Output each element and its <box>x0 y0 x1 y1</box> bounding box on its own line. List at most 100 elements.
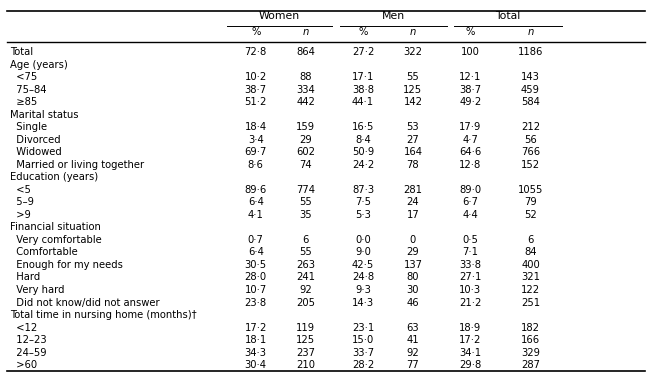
Text: 10·2: 10·2 <box>244 72 267 82</box>
Text: 584: 584 <box>521 97 540 107</box>
Text: 89·0: 89·0 <box>460 185 481 195</box>
Text: Enough for my needs: Enough for my needs <box>10 260 123 270</box>
Text: 602: 602 <box>296 147 315 157</box>
Text: 251: 251 <box>521 298 540 308</box>
Text: 864: 864 <box>296 47 315 57</box>
Text: 34·3: 34·3 <box>244 348 267 358</box>
Text: Total: Total <box>10 47 33 57</box>
Text: 55: 55 <box>299 248 312 257</box>
Text: Total time in nursing home (months)†: Total time in nursing home (months)† <box>10 310 196 320</box>
Text: >60: >60 <box>10 360 37 370</box>
Text: 80: 80 <box>407 272 419 283</box>
Text: 241: 241 <box>296 272 315 283</box>
Text: 77: 77 <box>407 360 419 370</box>
Text: 143: 143 <box>521 72 540 82</box>
Text: 100: 100 <box>461 47 480 57</box>
Text: 122: 122 <box>521 285 540 295</box>
Text: 27·1: 27·1 <box>459 272 482 283</box>
Text: 29: 29 <box>299 135 312 145</box>
Text: 24·8: 24·8 <box>352 272 374 283</box>
Text: Very hard: Very hard <box>10 285 64 295</box>
Text: 74: 74 <box>299 160 312 170</box>
Text: 237: 237 <box>296 348 315 358</box>
Text: n: n <box>303 27 309 37</box>
Text: 33·8: 33·8 <box>460 260 481 270</box>
Text: 17: 17 <box>407 210 419 220</box>
Text: 35: 35 <box>299 210 312 220</box>
Text: 24·2: 24·2 <box>352 160 374 170</box>
Text: Hard: Hard <box>10 272 40 283</box>
Text: 0·7: 0·7 <box>248 235 263 245</box>
Text: 321: 321 <box>521 272 540 283</box>
Text: 4·4: 4·4 <box>462 210 479 220</box>
Text: 84: 84 <box>524 248 537 257</box>
Text: 322: 322 <box>404 47 422 57</box>
Text: 89·6: 89·6 <box>244 185 267 195</box>
Text: 51·2: 51·2 <box>244 97 267 107</box>
Text: 28·2: 28·2 <box>352 360 374 370</box>
Text: 329: 329 <box>521 348 540 358</box>
Text: 55: 55 <box>299 197 312 207</box>
Text: 442: 442 <box>296 97 315 107</box>
Text: 28·0: 28·0 <box>244 272 267 283</box>
Text: 166: 166 <box>521 335 540 345</box>
Text: 774: 774 <box>296 185 315 195</box>
Text: 79: 79 <box>524 197 537 207</box>
Text: 212: 212 <box>521 122 540 132</box>
Text: 10·3: 10·3 <box>460 285 481 295</box>
Text: 42·5: 42·5 <box>352 260 374 270</box>
Text: 6: 6 <box>303 235 309 245</box>
Text: 24: 24 <box>407 197 419 207</box>
Text: 46: 46 <box>407 298 419 308</box>
Text: 92: 92 <box>407 348 419 358</box>
Text: 29: 29 <box>407 248 419 257</box>
Text: 9·3: 9·3 <box>355 285 371 295</box>
Text: Very comfortable: Very comfortable <box>10 235 102 245</box>
Text: 52: 52 <box>524 210 537 220</box>
Text: 29·8: 29·8 <box>459 360 482 370</box>
Text: 17·2: 17·2 <box>459 335 482 345</box>
Text: 7·5: 7·5 <box>355 197 371 207</box>
Text: Did not know/did not answer: Did not know/did not answer <box>10 298 159 308</box>
Text: 16·5: 16·5 <box>352 122 374 132</box>
Text: 159: 159 <box>296 122 315 132</box>
Text: 18·4: 18·4 <box>244 122 267 132</box>
Text: 5–9: 5–9 <box>10 197 34 207</box>
Text: 281: 281 <box>404 185 422 195</box>
Text: 44·1: 44·1 <box>352 97 374 107</box>
Text: 334: 334 <box>296 84 315 95</box>
Text: n: n <box>409 27 416 37</box>
Text: ≥85: ≥85 <box>10 97 37 107</box>
Text: 12–23: 12–23 <box>10 335 46 345</box>
Text: Married or living together: Married or living together <box>10 160 144 170</box>
Text: 7·1: 7·1 <box>462 248 479 257</box>
Text: 24–59: 24–59 <box>10 348 46 358</box>
Text: 21·2: 21·2 <box>459 298 482 308</box>
Text: 34·1: 34·1 <box>460 348 481 358</box>
Text: 50·9: 50·9 <box>352 147 374 157</box>
Text: 1186: 1186 <box>518 47 543 57</box>
Text: <12: <12 <box>10 322 37 333</box>
Text: Single: Single <box>10 122 47 132</box>
Text: 18·1: 18·1 <box>244 335 267 345</box>
Text: 205: 205 <box>296 298 315 308</box>
Text: 4·7: 4·7 <box>462 135 479 145</box>
Text: 55: 55 <box>407 72 419 82</box>
Text: 210: 210 <box>296 360 315 370</box>
Text: 88: 88 <box>299 72 312 82</box>
Text: Women: Women <box>259 11 300 21</box>
Text: 33·7: 33·7 <box>352 348 374 358</box>
Text: 400: 400 <box>521 260 540 270</box>
Text: 27·2: 27·2 <box>352 47 374 57</box>
Text: 125: 125 <box>404 84 422 95</box>
Text: 49·2: 49·2 <box>459 97 482 107</box>
Text: 4·1: 4·1 <box>248 210 263 220</box>
Text: 6·4: 6·4 <box>248 197 263 207</box>
Text: 17·9: 17·9 <box>459 122 482 132</box>
Text: 30·4: 30·4 <box>244 360 267 370</box>
Text: 766: 766 <box>521 147 540 157</box>
Text: Education (years): Education (years) <box>10 172 98 182</box>
Text: 41: 41 <box>407 335 419 345</box>
Text: 182: 182 <box>521 322 540 333</box>
Text: 6·7: 6·7 <box>462 197 479 207</box>
